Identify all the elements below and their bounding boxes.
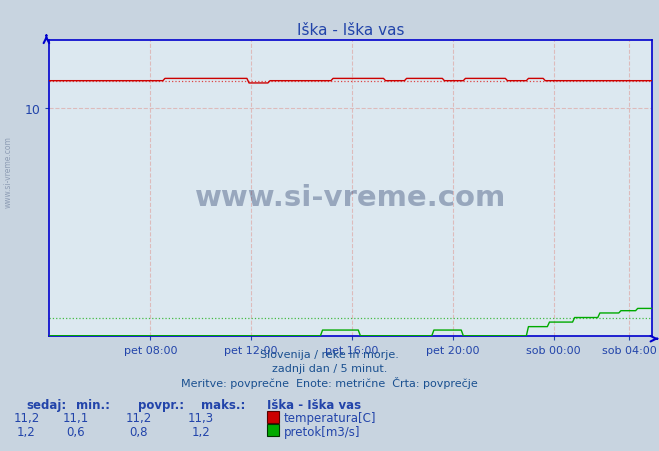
Text: Iška - Iška vas: Iška - Iška vas — [267, 398, 361, 411]
Text: pretok[m3/s]: pretok[m3/s] — [284, 425, 360, 438]
Text: temperatura[C]: temperatura[C] — [284, 411, 376, 424]
Text: 11,1: 11,1 — [63, 411, 89, 424]
Text: povpr.:: povpr.: — [138, 398, 185, 411]
Text: 11,3: 11,3 — [188, 411, 214, 424]
Text: 1,2: 1,2 — [17, 425, 36, 438]
Text: maks.:: maks.: — [201, 398, 245, 411]
Text: zadnji dan / 5 minut.: zadnji dan / 5 minut. — [272, 363, 387, 373]
Text: 1,2: 1,2 — [192, 425, 210, 438]
Text: www.si-vreme.com: www.si-vreme.com — [3, 135, 13, 207]
Text: sedaj:: sedaj: — [26, 398, 67, 411]
Title: Iška - Iška vas: Iška - Iška vas — [297, 23, 405, 38]
Text: min.:: min.: — [76, 398, 110, 411]
Text: 11,2: 11,2 — [13, 411, 40, 424]
Text: Meritve: povprečne  Enote: metrične  Črta: povprečje: Meritve: povprečne Enote: metrične Črta:… — [181, 377, 478, 389]
Text: 0,8: 0,8 — [129, 425, 148, 438]
Text: Slovenija / reke in morje.: Slovenija / reke in morje. — [260, 350, 399, 359]
Text: 11,2: 11,2 — [125, 411, 152, 424]
Text: www.si-vreme.com: www.si-vreme.com — [195, 183, 507, 211]
Text: 0,6: 0,6 — [67, 425, 85, 438]
